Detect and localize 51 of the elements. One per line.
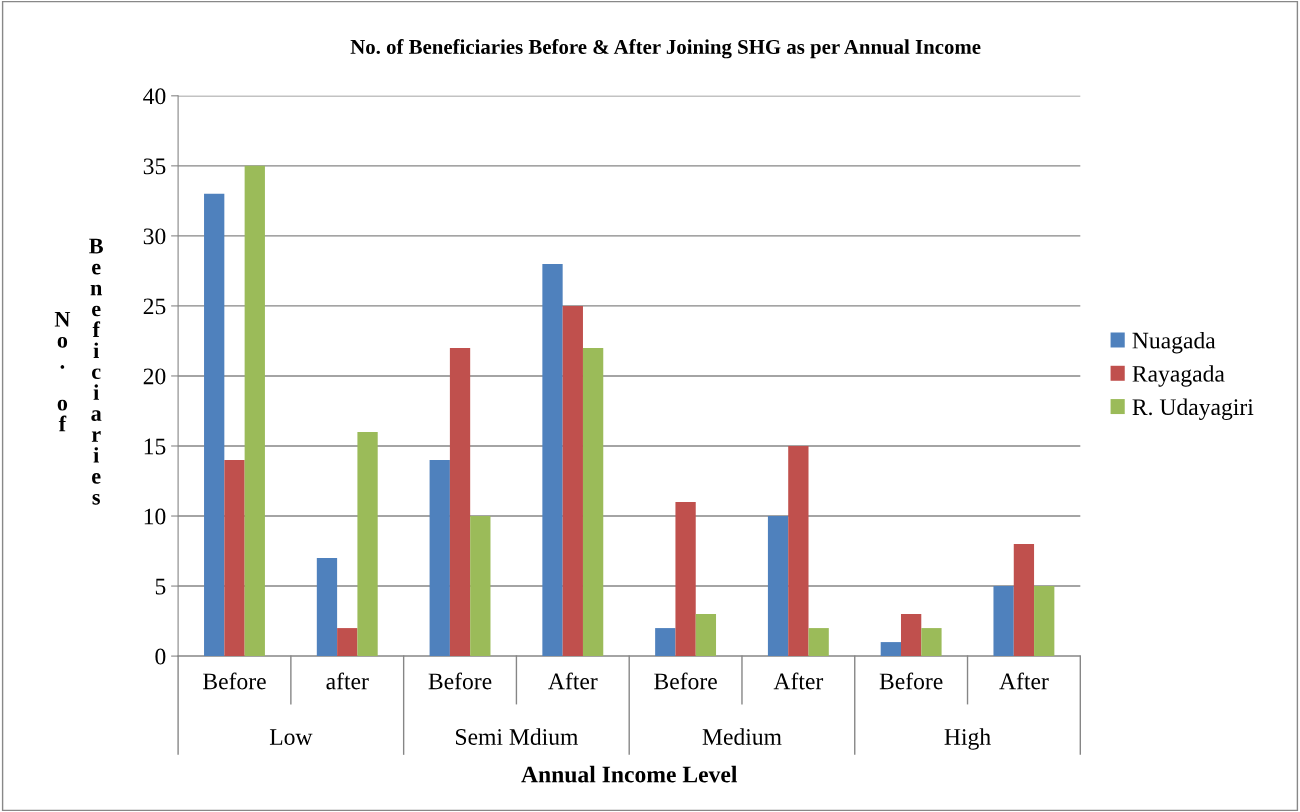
bar xyxy=(808,628,829,657)
bar xyxy=(337,628,358,657)
bar xyxy=(695,614,717,657)
chart-title: No. of Beneficiaries Before & After Joining SHG as per Annual Income xyxy=(350,39,981,59)
y-tick-label: 35 xyxy=(143,158,166,175)
x-tick-label: Before xyxy=(203,672,266,690)
bar xyxy=(562,305,583,657)
text: No. of Beneficiaries xyxy=(54,238,103,505)
bar xyxy=(900,614,922,657)
y-tick-label: 0 xyxy=(155,648,166,665)
x-tick-label: Before xyxy=(654,672,717,690)
y-tick-label: 40 xyxy=(143,88,166,105)
bar xyxy=(1013,544,1035,657)
legend-label: Rayagada xyxy=(1132,365,1225,387)
bar xyxy=(880,642,901,657)
x-tick-label: After xyxy=(999,672,1049,690)
x-tick-label: After xyxy=(773,672,824,690)
text: Low xyxy=(269,729,313,745)
bar xyxy=(1034,586,1055,657)
bar xyxy=(767,516,789,657)
bar xyxy=(429,460,450,657)
bar xyxy=(357,431,378,657)
y-tick-label: 30 xyxy=(143,228,166,245)
legend-label: R. Udayagiri xyxy=(1132,398,1254,420)
x-tick-label: after xyxy=(326,672,369,690)
y-tick-label: 10 xyxy=(144,508,166,525)
bar xyxy=(244,165,265,657)
bar xyxy=(993,586,1014,657)
y-tick-label: 20 xyxy=(143,368,166,385)
bar xyxy=(675,502,696,657)
text: Medium xyxy=(702,728,782,745)
bar xyxy=(470,516,491,657)
x-axis-title: Annual Income Level xyxy=(521,765,738,783)
bar xyxy=(542,263,563,657)
bar xyxy=(788,445,809,657)
y-tick-label: 25 xyxy=(143,298,166,315)
text: Semi Mdium xyxy=(456,728,579,745)
bar xyxy=(582,347,604,657)
bar xyxy=(921,628,942,657)
x-tick-label: After xyxy=(548,672,598,690)
x-tick-label: Before xyxy=(428,672,492,690)
y-tick-label: 5 xyxy=(155,578,166,595)
bar xyxy=(224,460,245,657)
y-tick-label: 15 xyxy=(144,438,166,455)
bar xyxy=(316,558,338,657)
text: High xyxy=(944,728,991,750)
bar xyxy=(204,193,225,657)
x-tick-label: Before xyxy=(879,672,943,690)
bar xyxy=(655,628,676,657)
bar xyxy=(449,347,471,657)
legend-label: Nuagada xyxy=(1132,331,1216,354)
